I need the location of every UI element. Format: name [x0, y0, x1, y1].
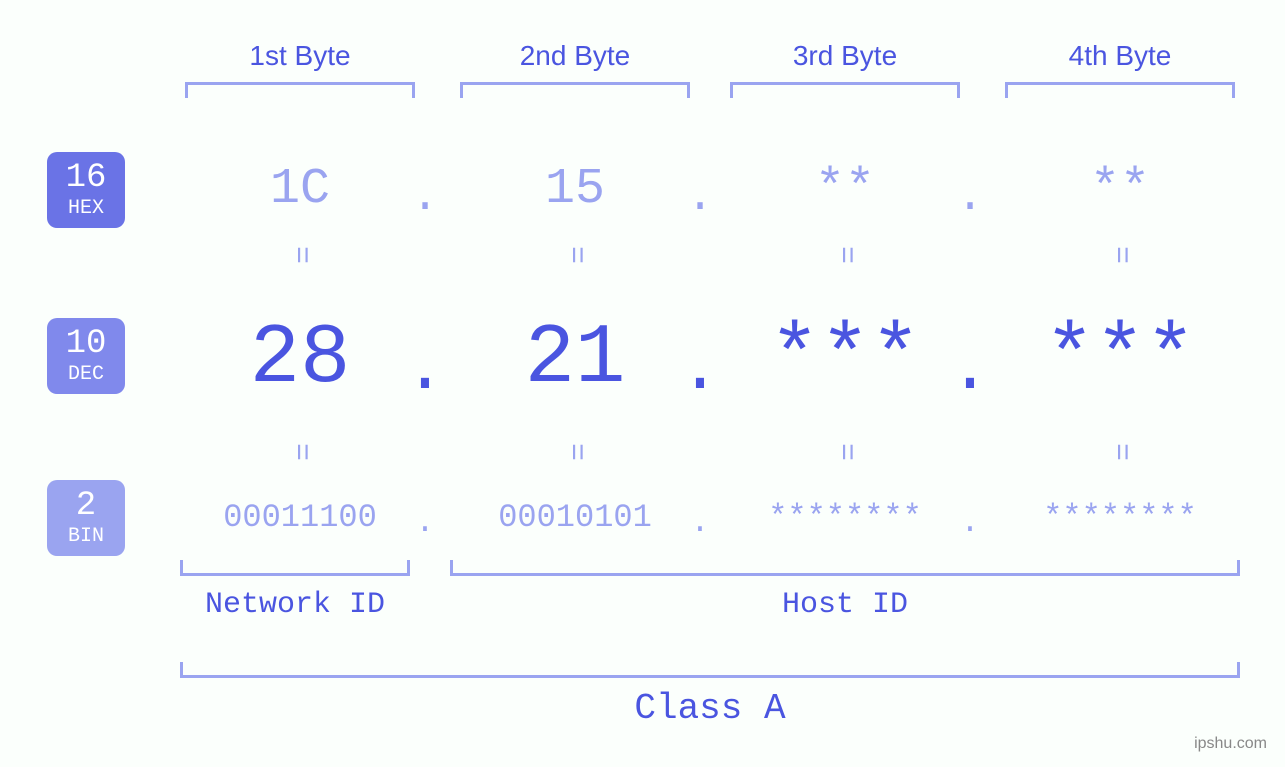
- hex-byte-1: 1C: [175, 165, 425, 215]
- badge-hex-num: 16: [66, 161, 107, 197]
- network-id-label: Network ID: [180, 588, 410, 622]
- badge-dec-num: 10: [66, 327, 107, 363]
- badge-bin: 2BIN: [47, 480, 125, 556]
- byte-label-3: 3rd Byte: [720, 40, 970, 72]
- hex-dot-3: .: [940, 174, 1000, 220]
- host-id-bracket: [450, 560, 1240, 576]
- byte-label-4: 4th Byte: [995, 40, 1245, 72]
- hex-dec-eq-2: =: [560, 235, 590, 275]
- bin-byte-4: ********: [995, 502, 1245, 534]
- watermark: ipshu.com: [1194, 735, 1267, 753]
- hex-dec-eq-3: =: [830, 235, 860, 275]
- hex-dot-1: .: [395, 174, 455, 220]
- bin-byte-1: 00011100: [175, 502, 425, 534]
- network-id-bracket: [180, 560, 410, 576]
- bin-byte-3: ********: [720, 502, 970, 534]
- dec-byte-1: 28: [175, 318, 425, 402]
- badge-dec: 10DEC: [47, 318, 125, 394]
- bin-dot-3: .: [940, 507, 1000, 539]
- dec-bin-eq-4: =: [1105, 432, 1135, 472]
- badge-bin-txt: BIN: [68, 526, 104, 547]
- dec-dot-1: .: [395, 336, 455, 406]
- class-label: Class A: [180, 688, 1240, 729]
- hex-byte-4: **: [995, 165, 1245, 215]
- dec-byte-3: ***: [720, 318, 970, 402]
- dec-byte-4: ***: [995, 318, 1245, 402]
- bin-dot-2: .: [670, 507, 730, 539]
- byte-label-2: 2nd Byte: [450, 40, 700, 72]
- bin-dot-1: .: [395, 507, 455, 539]
- byte-label-1: 1st Byte: [175, 40, 425, 72]
- dec-dot-2: .: [670, 336, 730, 406]
- badge-bin-num: 2: [76, 489, 96, 525]
- dec-bin-eq-3: =: [830, 432, 860, 472]
- hex-byte-3: **: [720, 165, 970, 215]
- dec-byte-2: 21: [450, 318, 700, 402]
- badge-hex: 16HEX: [47, 152, 125, 228]
- badge-hex-txt: HEX: [68, 198, 104, 219]
- byte-bracket-4: [1005, 82, 1235, 98]
- class-bracket: [180, 662, 1240, 678]
- dec-bin-eq-1: =: [285, 432, 315, 472]
- bin-byte-2: 00010101: [450, 502, 700, 534]
- byte-bracket-1: [185, 82, 415, 98]
- byte-bracket-2: [460, 82, 690, 98]
- hex-dec-eq-1: =: [285, 235, 315, 275]
- hex-byte-2: 15: [450, 165, 700, 215]
- byte-bracket-3: [730, 82, 960, 98]
- badge-dec-txt: DEC: [68, 364, 104, 385]
- hex-dot-2: .: [670, 174, 730, 220]
- dec-dot-3: .: [940, 336, 1000, 406]
- host-id-label: Host ID: [450, 588, 1240, 622]
- dec-bin-eq-2: =: [560, 432, 590, 472]
- hex-dec-eq-4: =: [1105, 235, 1135, 275]
